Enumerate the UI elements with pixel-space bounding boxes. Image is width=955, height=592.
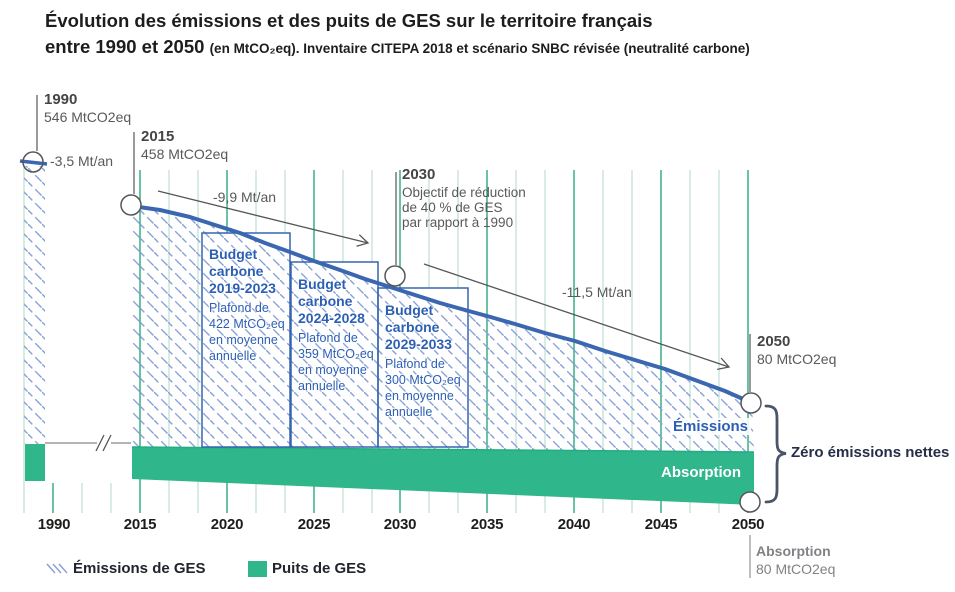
emissions-hatch-swatch-icon (46, 563, 68, 573)
axis-tick-1990: 1990 (37, 516, 71, 533)
budget-boxes-border (201, 232, 469, 448)
absorption-band (132, 447, 754, 505)
budget-box-2029-2033 (377, 287, 469, 448)
annotation-1990-value: 546 MtCO2eq (44, 109, 132, 125)
budget-text-2029-2033: Budget carbone 2029-2033 Plafond de 300 … (385, 302, 465, 420)
net-zero-label: Zéro émissions nettes (791, 444, 950, 461)
absorption-band-top-edge (131, 446, 755, 453)
marker-2050-absorption (739, 491, 761, 513)
chart-title-line1: Évolution des émissions et des puits de … (45, 10, 653, 31)
annotation-2030-year: 2030 (402, 166, 436, 183)
annotation-1990-year: 1990 (44, 91, 78, 108)
chart-title-line2: entre 1990 et 2050 (en MtCO₂eq). Inventa… (45, 36, 750, 57)
marker-2050-emissions (740, 392, 762, 414)
legend-item-emissions: Émissions de GES (46, 560, 206, 577)
axis-tick-2045: 2045 (644, 516, 678, 533)
emissions-area-label: Émissions (670, 418, 752, 436)
axis-tick-2030: 2030 (383, 516, 417, 533)
budget-title-2029-2033: Budget carbone 2029-2033 (385, 302, 452, 352)
rate-2030-2050: -11,5 Mt/an (562, 284, 632, 300)
annotation-2030-line2: de 40 % de GES (402, 200, 503, 215)
budget-title-2019-2023: Budget carbone 2019-2023 (209, 246, 276, 296)
budget-body-2024-2028: Plafond de 359 MtCO₂eq en moyenne annuel… (298, 331, 374, 393)
emissions-area (132, 206, 754, 452)
budget-box-2019-2023 (201, 232, 291, 448)
chart-title-line2-small: (en MtCO₂eq). Inventaire CITEPA 2018 et … (209, 41, 750, 56)
budget-body-2019-2023: Plafond de 422 MtCO₂eq en moyenne annuel… (209, 301, 285, 363)
annotation-2050-value: 80 MtCO2eq (757, 351, 837, 367)
budget-text-2019-2023: Budget carbone 2019-2023 Plafond de 422 … (209, 246, 287, 364)
annotation-2030-line1: Objectif de réduction (402, 185, 526, 200)
emissions-area-1990 (24, 166, 45, 444)
puits-green-swatch-icon (248, 560, 267, 577)
annotation-lines (36, 95, 751, 392)
net-zero-brace (764, 404, 787, 504)
axis-break (45, 434, 131, 452)
absorption-area-label: Absorption (661, 464, 741, 481)
rate-2015-2030: -9,9 Mt/an (213, 189, 277, 205)
marker-2030 (384, 265, 406, 287)
budget-body-2029-2033: Plafond de 300 MtCO₂eq en moyenne annuel… (385, 357, 461, 419)
marker-2015 (120, 194, 142, 216)
rate-1990-2015: -3,5 Mt/an (50, 153, 114, 169)
axis-tick-2050: 2050 (731, 516, 765, 533)
emissions-curve (130, 204, 754, 405)
legend-label-emissions: Émissions de GES (73, 560, 206, 577)
axis-tick-2025: 2025 (297, 516, 331, 533)
axis-tick-2035: 2035 (470, 516, 504, 533)
absorption-band-1990 (25, 444, 45, 481)
annotation-2030-line3: par rapport à 1990 (402, 215, 514, 230)
budget-text-2024-2028: Budget carbone 2024-2028 Plafond de 359 … (298, 276, 376, 394)
annotation-2015-year: 2015 (141, 128, 175, 145)
marker-1990 (22, 151, 44, 173)
annotation-2015-value: 458 MtCO2eq (141, 146, 229, 162)
legend-label-puits: Puits de GES (272, 560, 367, 577)
legend-item-puits: Puits de GES (248, 560, 366, 577)
annotation-2050-year: 2050 (757, 333, 791, 350)
point-markers (22, 151, 762, 513)
budget-title-2024-2028: Budget carbone 2024-2028 (298, 276, 365, 326)
absorption-2050-value: 80 MtCO2eq (756, 561, 836, 577)
rate-arrow-2015-2030 (157, 190, 370, 247)
rate-arrow-2030-2050 (423, 263, 731, 371)
absorption-2050-title: Absorption (756, 543, 831, 559)
axis-tick-2015: 2015 (123, 516, 157, 533)
chart-title-line2-bold: entre 1990 et 2050 (45, 36, 210, 57)
axis-tick-2040: 2040 (557, 516, 591, 533)
axis-tick-2020: 2020 (210, 516, 244, 533)
